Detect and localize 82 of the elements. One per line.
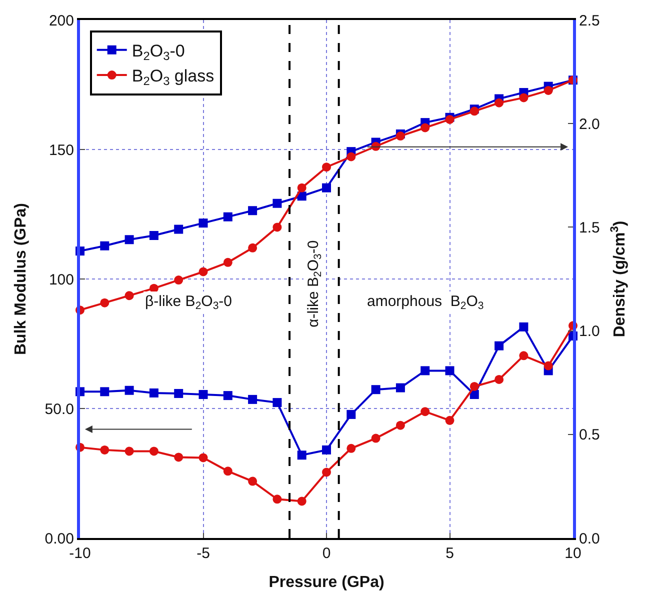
point <box>100 387 110 396</box>
annotation: β-like B$_{2}$O$_{3}$-0 <box>145 293 232 312</box>
point <box>297 496 306 506</box>
point <box>100 298 110 308</box>
point <box>519 93 528 102</box>
x-tick-label: 0 <box>322 545 331 562</box>
point <box>100 445 110 454</box>
y2-tick-label: 2.5 <box>579 12 600 30</box>
point <box>346 152 356 162</box>
point <box>272 222 282 232</box>
point <box>396 383 405 392</box>
point <box>322 162 331 172</box>
x-tick-label: -5 <box>196 545 210 562</box>
legend-label: B$_{2}$O$_{3}$-0 <box>132 42 185 64</box>
point <box>371 434 380 443</box>
x-axis-title: Pressure (GPa) <box>268 574 384 592</box>
point <box>396 420 405 430</box>
point <box>297 450 306 460</box>
y-tick-label: 50.0 <box>44 400 74 418</box>
point <box>494 374 504 384</box>
point <box>223 212 232 222</box>
point <box>223 258 232 267</box>
y-axis-title: Bulk Modulus (GPa) <box>12 203 30 355</box>
point <box>223 391 232 400</box>
point <box>297 183 306 192</box>
point <box>124 235 134 244</box>
annotation: amorphous B$_{2}$O$_{3}$ <box>367 293 484 312</box>
x-tick-label: 5 <box>446 545 454 562</box>
y-tick-label: 0.00 <box>44 530 74 548</box>
point <box>198 453 208 462</box>
point <box>124 386 134 395</box>
point <box>519 322 528 332</box>
y2-tick-label: 0.5 <box>579 426 600 444</box>
x-tick-label: 10 <box>564 545 582 562</box>
point <box>124 446 134 456</box>
y2-tick-label: 1.5 <box>579 219 600 236</box>
y-tick-label: 100 <box>48 271 74 288</box>
point <box>248 206 258 216</box>
point <box>494 341 504 350</box>
point <box>346 410 356 419</box>
point <box>149 388 158 398</box>
y2-tick-label: 2.0 <box>579 116 600 133</box>
point <box>445 366 454 376</box>
point <box>494 98 504 108</box>
point <box>445 416 454 425</box>
point <box>371 385 380 394</box>
point <box>248 476 258 486</box>
y2-tick-label: 0.0 <box>579 530 600 548</box>
legend-label: B$_{2}$O$_{3}$ glass <box>132 66 214 88</box>
point <box>198 267 208 276</box>
point <box>198 390 208 400</box>
y-tick-label: 200 <box>48 12 74 30</box>
point <box>272 398 282 408</box>
point <box>198 218 208 228</box>
point <box>100 241 110 250</box>
point <box>149 230 158 240</box>
point <box>272 494 282 504</box>
point <box>248 243 258 252</box>
point <box>149 446 158 456</box>
point <box>322 468 331 477</box>
point <box>223 466 232 476</box>
point <box>470 382 479 391</box>
point <box>519 351 528 360</box>
y-tick-label: 150 <box>48 142 74 159</box>
point <box>322 183 331 192</box>
point <box>272 198 282 208</box>
point <box>544 361 553 370</box>
y2-tick-label: 1.0 <box>579 323 600 340</box>
point <box>544 86 553 95</box>
point <box>420 366 430 376</box>
point <box>396 132 405 141</box>
point <box>174 276 184 285</box>
point <box>174 452 184 462</box>
point <box>346 444 356 453</box>
point <box>174 224 184 234</box>
point <box>174 388 184 398</box>
x-tick-label: -10 <box>69 545 91 562</box>
point <box>124 291 134 300</box>
point <box>248 394 258 404</box>
point <box>420 123 430 132</box>
point <box>322 445 331 454</box>
point <box>420 407 430 416</box>
